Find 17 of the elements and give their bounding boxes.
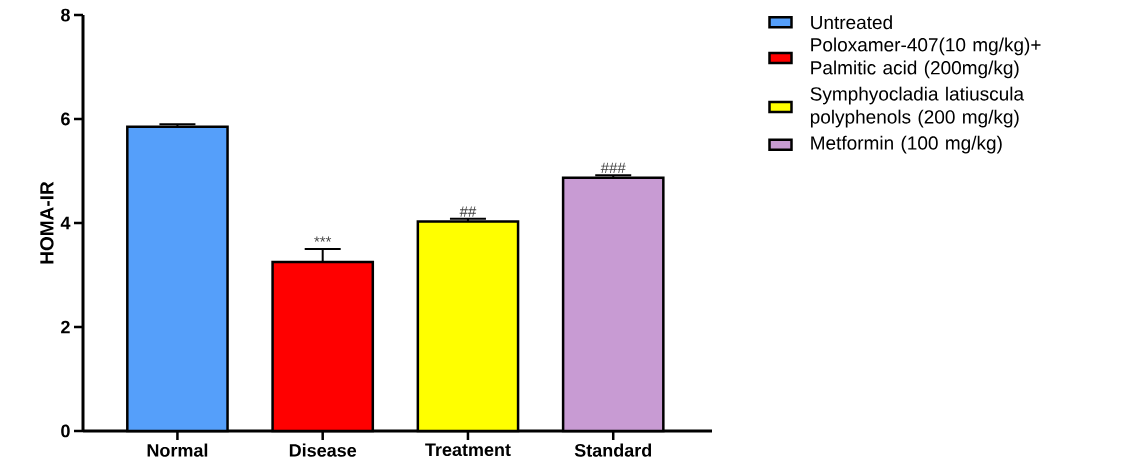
annotation: *** [314,236,332,242]
y-tick-label: 2 [61,320,70,334]
y-tick-label: 4 [60,216,71,230]
x-tick-label: Normal [147,443,208,457]
legend-label: Symphyocladia latiuscula polyphenols (200 mg/kg) [810,86,1025,128]
y-tick-label: 8 [61,8,70,22]
x-tick-label: Disease [289,443,357,457]
annotation: ## [459,206,477,217]
y-axis-title: HOMA-IR [40,181,54,264]
x-tick-label: Standard [574,443,652,457]
annotation: ### [600,162,626,173]
x-tick-label: Treatment [425,443,511,457]
legend-label: Poloxamer-407(10 mg/kg)+ Palmitic acid (200mg/kg) [811,37,1041,79]
y-tick-label: 0 [61,424,70,438]
y-tick-label: 6 [61,112,70,126]
legend-label: Metformin (100 mg/kg) [811,135,1002,154]
legend-label: Untreated [811,15,892,30]
